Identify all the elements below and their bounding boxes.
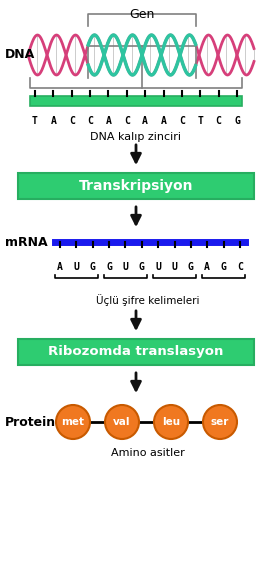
Text: Transkripsiyon: Transkripsiyon <box>79 179 193 193</box>
Bar <box>18 173 254 199</box>
Circle shape <box>56 405 90 439</box>
Text: Ribozomda translasyon: Ribozomda translasyon <box>48 346 224 359</box>
Text: G: G <box>90 262 96 272</box>
Text: A: A <box>50 116 56 126</box>
Text: A: A <box>57 262 63 272</box>
Text: mRNA: mRNA <box>5 235 48 249</box>
Text: U: U <box>122 262 128 272</box>
Text: Amino asitler: Amino asitler <box>111 448 185 458</box>
Text: A: A <box>160 116 166 126</box>
Text: C: C <box>87 116 93 126</box>
Text: Gen: Gen <box>129 8 155 21</box>
Text: C: C <box>69 116 75 126</box>
Text: A: A <box>106 116 112 126</box>
Bar <box>30 96 242 106</box>
Text: A: A <box>204 262 210 272</box>
Circle shape <box>105 405 139 439</box>
Text: T: T <box>197 116 203 126</box>
Text: met: met <box>61 417 85 427</box>
Text: U: U <box>73 262 79 272</box>
Text: T: T <box>32 116 38 126</box>
Text: G: G <box>234 116 240 126</box>
Text: G: G <box>188 262 194 272</box>
Circle shape <box>154 405 188 439</box>
Text: C: C <box>237 262 243 272</box>
Text: U: U <box>172 262 178 272</box>
Text: DNA: DNA <box>5 48 35 61</box>
Text: Üçlü şifre kelimeleri: Üçlü şifre kelimeleri <box>96 294 200 306</box>
Text: G: G <box>106 262 112 272</box>
Text: C: C <box>179 116 185 126</box>
Text: G: G <box>221 262 227 272</box>
Text: U: U <box>155 262 161 272</box>
Text: C: C <box>124 116 130 126</box>
Text: DNA kalıp zinciri: DNA kalıp zinciri <box>91 132 181 142</box>
Bar <box>18 339 254 365</box>
Text: val: val <box>113 417 131 427</box>
Text: Protein: Protein <box>5 415 56 429</box>
Text: A: A <box>142 116 148 126</box>
Text: C: C <box>216 116 222 126</box>
Text: ser: ser <box>211 417 229 427</box>
Text: leu: leu <box>162 417 180 427</box>
Text: G: G <box>139 262 145 272</box>
Circle shape <box>203 405 237 439</box>
